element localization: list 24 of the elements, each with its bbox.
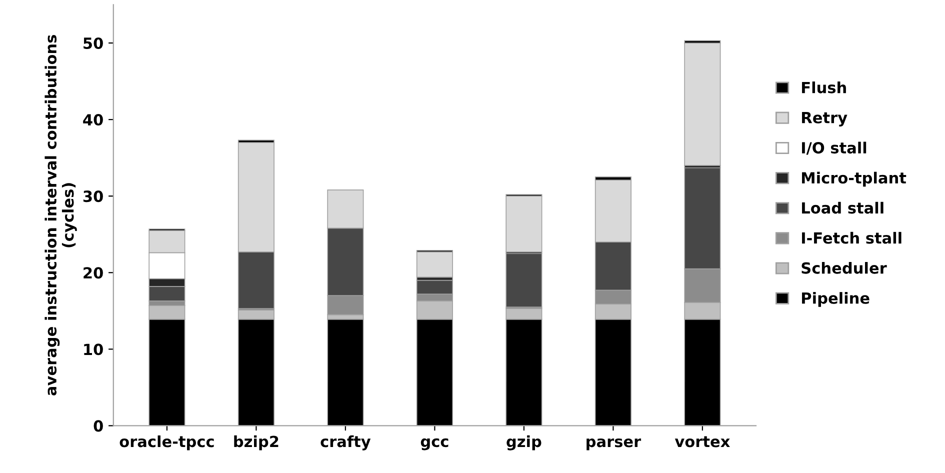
x-tick-label: bzip2 (234, 435, 278, 450)
legend-label: Scheduler (802, 262, 887, 274)
bar (684, 42, 721, 166)
y-tick-label: 20 (84, 267, 103, 279)
legend-label: Pipeline (802, 292, 870, 307)
legend-label: Micro-tplant (802, 172, 906, 187)
x-tick-label: vortex (674, 436, 730, 448)
legend-label: I/O stall (802, 142, 866, 155)
x-tick-label: gzip (506, 435, 542, 450)
x-tick-label: gcc (420, 438, 448, 450)
legend-label: I-Fetch stall (802, 232, 902, 244)
x-tick-label: parser (586, 438, 642, 450)
legend-label: Load stall (802, 202, 884, 214)
legend-label: Flush (802, 81, 846, 94)
y-tick-label: 50 (84, 37, 103, 50)
legend-label: Retry (802, 112, 848, 126)
y-tick-label: 30 (83, 190, 103, 202)
y-tick-label: 0 (94, 420, 103, 432)
x-tick-label: oracle-tpcc (120, 435, 214, 450)
y-axis-title: average instruction interval contributions (cycles) (44, 35, 77, 396)
y-tick-label: 40 (83, 114, 103, 126)
x-tick-label: crafty (320, 435, 371, 450)
bar (416, 252, 453, 278)
y-tick-label: 10 (84, 344, 103, 356)
